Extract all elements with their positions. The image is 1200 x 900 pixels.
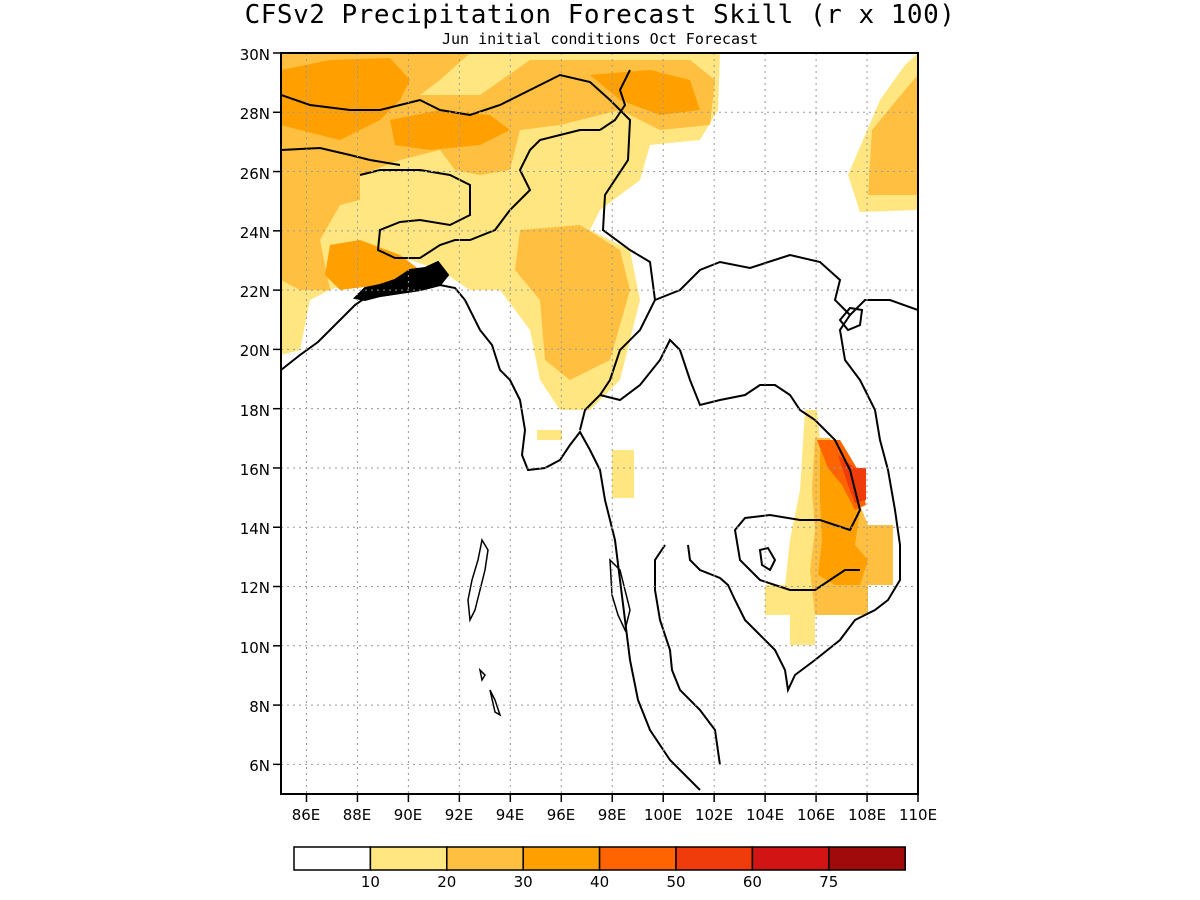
lon-label-98e: 98E <box>598 806 627 824</box>
border-laos-south <box>679 349 862 591</box>
lat-label-8n: 8N <box>249 698 270 716</box>
lon-label-92e: 92E <box>445 806 474 824</box>
lat-label-16n: 16N <box>240 461 270 479</box>
colorbar-label-40: 40 <box>590 873 609 891</box>
colorbar-swatch-2 <box>446 846 524 871</box>
lat-label-18n: 18N <box>240 402 270 420</box>
skill-region-northwest-40 <box>281 58 410 140</box>
border-nepal-south <box>281 146 401 166</box>
colorbar-swatch-3 <box>522 846 601 871</box>
lon-label-108e: 108E <box>848 806 886 824</box>
border-laos <box>654 253 851 316</box>
colorbar-label-60: 60 <box>743 873 762 891</box>
coastline-gulf-thailand <box>654 544 721 766</box>
colorbar-label-10: 10 <box>361 873 380 891</box>
grid-lines <box>281 53 918 794</box>
andaman-island-1 <box>467 537 489 623</box>
colorbar-label-75: 75 <box>819 873 838 891</box>
lat-label-12n: 12N <box>240 579 270 597</box>
tick-marks <box>273 52 919 802</box>
lon-label-102e: 102E <box>695 806 733 824</box>
lat-label-26n: 26N <box>240 165 270 183</box>
map-subtitle: Jun initial conditions Oct Forecast <box>441 30 759 48</box>
lon-label-100e: 100E <box>644 806 682 824</box>
skill-region-bangladesh-40 <box>325 240 420 290</box>
lat-label-24n: 24N <box>240 224 270 242</box>
plot-frame <box>280 52 919 795</box>
mergui-archipelago <box>609 558 631 633</box>
island-hainan <box>838 306 864 332</box>
lon-label-106e: 106E <box>797 806 835 824</box>
skill-patch-2 <box>612 450 634 498</box>
colorbar-label-30: 30 <box>514 873 533 891</box>
lat-label-28n: 28N <box>240 105 270 123</box>
border-bangladesh <box>359 129 600 259</box>
colorbar: 10 20 30 40 50 60 75 <box>293 846 906 891</box>
colorbar-swatch-7 <box>828 846 906 871</box>
colorbar-swatch-1 <box>369 846 448 871</box>
colorbar-label-50: 50 <box>666 873 685 891</box>
andaman-islands <box>467 537 631 717</box>
lon-label-86e: 86E <box>292 806 321 824</box>
colorbar-label-20: 20 <box>437 873 456 891</box>
lon-label-88e: 88E <box>343 806 372 824</box>
lat-label-10n: 10N <box>240 639 270 657</box>
lon-label-104e: 104E <box>746 806 784 824</box>
lat-label-20n: 20N <box>240 342 270 360</box>
colorbar-swatch-6 <box>751 846 830 871</box>
skill-region-northeast-30 <box>868 75 918 195</box>
border-myanmar-east <box>579 99 657 431</box>
coastline-indochina-east <box>687 299 918 694</box>
skill-region-vietnam-40 <box>818 450 868 585</box>
lat-label-14n: 14N <box>240 520 270 538</box>
skill-region-north-40 <box>590 70 700 115</box>
lon-axis-labels: 86E 88E 90E 92E 94E 96E 98E 100E 102E 10… <box>292 806 937 824</box>
lon-label-96e: 96E <box>547 806 576 824</box>
lat-axis-labels: 30N 28N 26N 24N 22N 20N 18N 16N 14N 12N … <box>240 46 270 775</box>
lon-label-110e: 110E <box>899 806 937 824</box>
border-thailand <box>599 338 681 402</box>
skill-patch-1 <box>537 430 562 440</box>
colorbar-swatch-4 <box>598 846 677 871</box>
skill-region-myanmar-30 <box>515 225 630 380</box>
lat-label-22n: 22N <box>240 283 270 301</box>
border-himalaya <box>281 73 611 117</box>
border-china-north <box>599 69 631 131</box>
lon-label-94e: 94E <box>496 806 525 824</box>
lat-label-6n: 6N <box>249 757 270 775</box>
lake-tonle-sap <box>758 546 777 572</box>
colorbar-swatch-5 <box>675 846 754 871</box>
lat-label-30n: 30N <box>240 46 270 64</box>
andaman-island-2 <box>478 667 486 683</box>
colorbar-swatch-0 <box>293 846 372 871</box>
lon-label-90e: 90E <box>394 806 423 824</box>
skill-region-bhutan-40 <box>390 110 510 150</box>
map-title: CFSv2 Precipitation Forecast Skill (r x … <box>244 0 956 30</box>
andaman-island-3 <box>489 689 502 717</box>
coastline-india-bay <box>281 283 701 791</box>
